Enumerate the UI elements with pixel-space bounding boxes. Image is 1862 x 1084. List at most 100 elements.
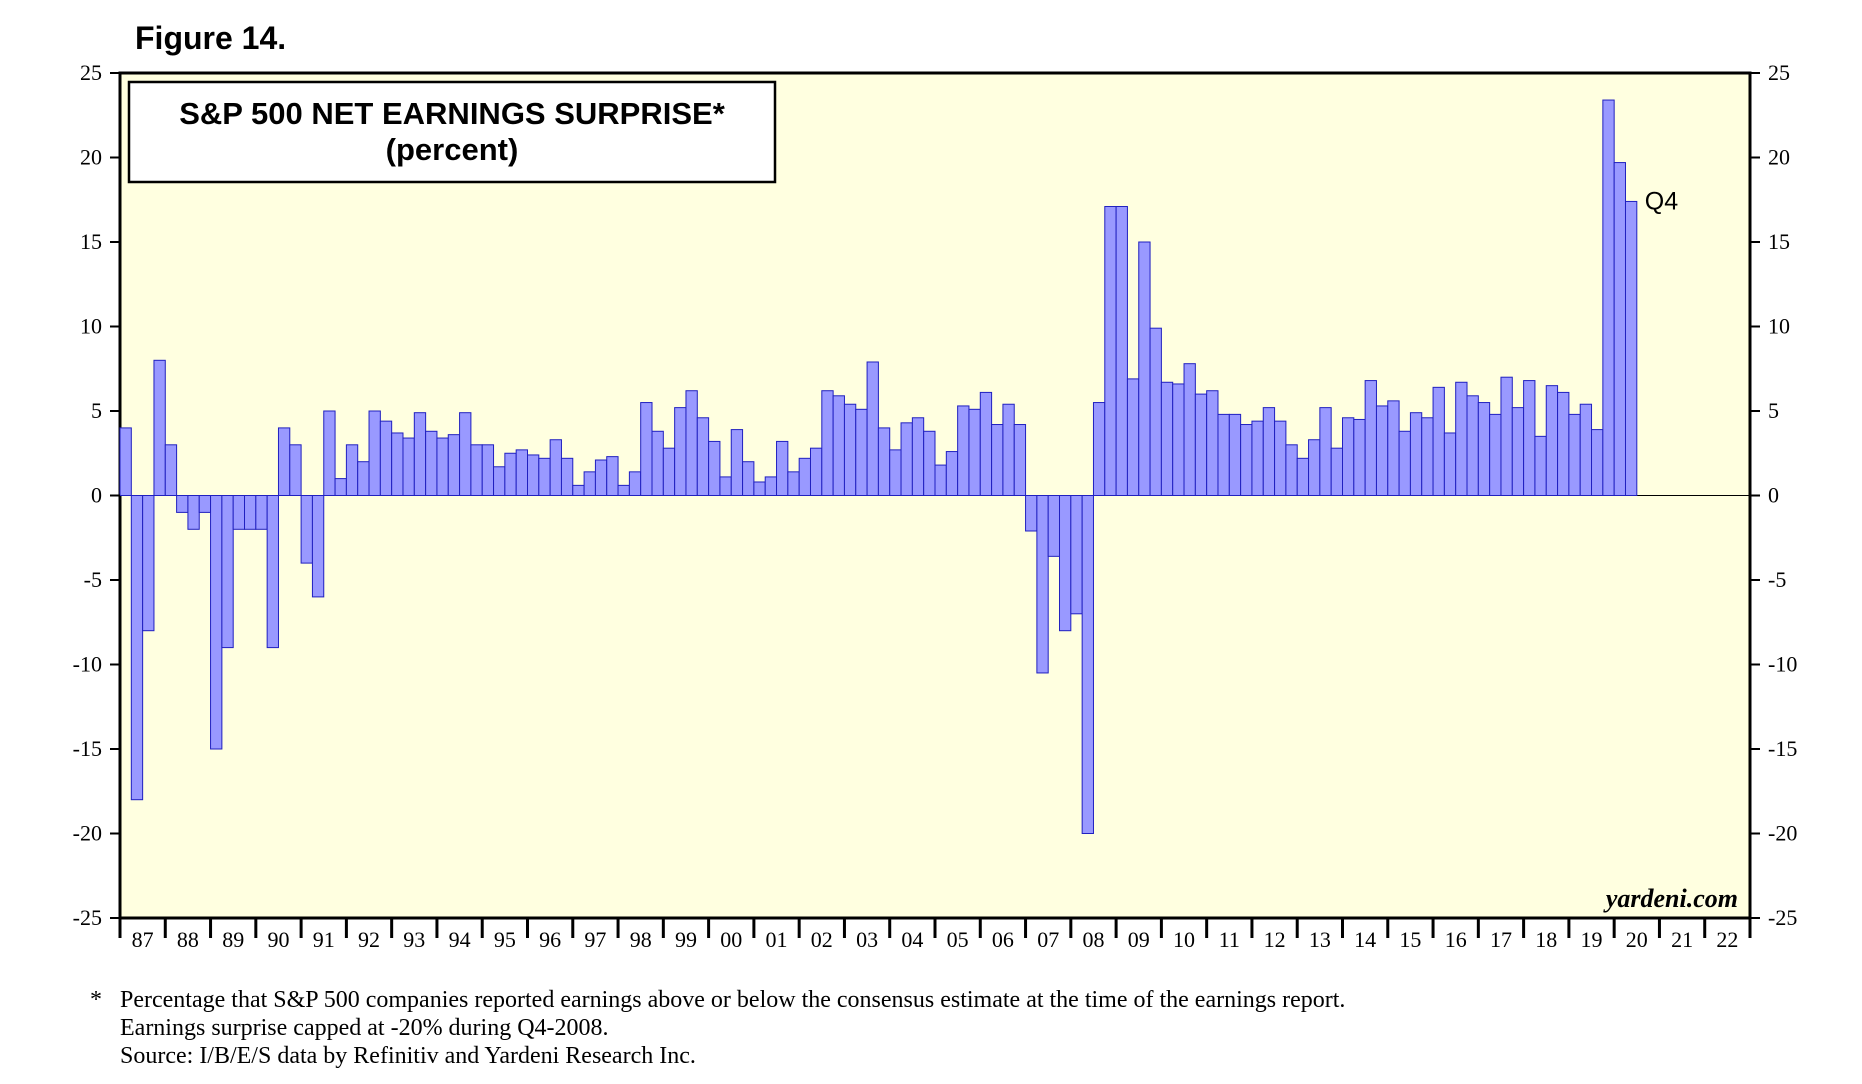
x-tick-label: 22 bbox=[1716, 927, 1738, 952]
x-tick-label: 21 bbox=[1671, 927, 1693, 952]
bar bbox=[1353, 418, 1366, 497]
footnote-line-3: Source: I/B/E/S data by Refinitiv and Ya… bbox=[120, 1043, 696, 1069]
y-tick-label-left: -20 bbox=[73, 821, 102, 846]
bar bbox=[1375, 405, 1389, 496]
bar bbox=[719, 476, 732, 497]
x-tick-label: 93 bbox=[403, 927, 425, 952]
bar bbox=[662, 447, 676, 496]
bar bbox=[142, 495, 155, 632]
bar bbox=[1160, 381, 1174, 496]
bar bbox=[198, 495, 212, 513]
bar bbox=[787, 471, 800, 496]
bar bbox=[1126, 378, 1140, 497]
bar bbox=[1477, 402, 1491, 496]
y-tick-label-right: 10 bbox=[1768, 314, 1790, 339]
chart-subtitle: (percent) bbox=[386, 132, 519, 167]
bar bbox=[821, 390, 834, 496]
bar bbox=[832, 395, 845, 497]
bar bbox=[1432, 386, 1445, 496]
bar bbox=[753, 481, 766, 497]
x-tick-label: 95 bbox=[494, 927, 516, 952]
y-tick-label-left: -5 bbox=[84, 567, 102, 592]
bar bbox=[1421, 417, 1434, 497]
bar bbox=[1285, 444, 1298, 496]
bar bbox=[628, 471, 642, 496]
bar bbox=[843, 403, 857, 496]
x-tick-label: 90 bbox=[267, 927, 289, 952]
bar bbox=[1002, 403, 1015, 496]
bar bbox=[176, 495, 189, 513]
bar bbox=[1183, 363, 1196, 496]
bar bbox=[447, 434, 461, 497]
bar bbox=[1138, 241, 1151, 496]
bar bbox=[708, 440, 721, 497]
bar bbox=[391, 432, 404, 496]
bar bbox=[1251, 420, 1264, 497]
bar bbox=[1319, 407, 1332, 496]
bar bbox=[277, 427, 291, 496]
footnote: * Percentage that S&P 500 companies repo… bbox=[90, 986, 1790, 1070]
bar bbox=[1387, 400, 1400, 496]
bar bbox=[436, 437, 449, 497]
bar bbox=[1296, 457, 1310, 497]
bar bbox=[617, 484, 630, 496]
bar bbox=[311, 495, 325, 598]
x-tick-label: 92 bbox=[358, 927, 380, 952]
x-tick-label: 96 bbox=[539, 927, 561, 952]
x-tick-label: 99 bbox=[675, 927, 697, 952]
bar bbox=[1115, 206, 1128, 496]
bar bbox=[1036, 495, 1049, 674]
bar bbox=[300, 495, 313, 564]
bar bbox=[1081, 495, 1094, 834]
bar bbox=[1308, 439, 1321, 497]
bar bbox=[934, 464, 947, 496]
bar bbox=[606, 456, 619, 497]
bar bbox=[742, 461, 755, 497]
bar bbox=[1104, 206, 1117, 496]
bar bbox=[493, 466, 506, 496]
bar bbox=[889, 449, 902, 496]
y-tick-label-left: 15 bbox=[80, 229, 102, 254]
bar bbox=[232, 495, 246, 530]
bar bbox=[130, 495, 144, 801]
bar bbox=[1398, 430, 1411, 496]
bar bbox=[1466, 395, 1479, 497]
y-tick-label-left: -25 bbox=[73, 905, 102, 930]
bar bbox=[413, 412, 427, 496]
y-tick-label-right: 5 bbox=[1768, 398, 1779, 423]
bar bbox=[1274, 420, 1287, 497]
x-tick-label: 17 bbox=[1490, 927, 1512, 952]
bar bbox=[923, 430, 936, 496]
y-tick-label-left: -15 bbox=[73, 736, 102, 761]
bar bbox=[1025, 495, 1038, 532]
x-tick-label: 06 bbox=[992, 927, 1014, 952]
bar bbox=[1568, 413, 1581, 497]
bar bbox=[515, 449, 528, 496]
bar bbox=[798, 457, 811, 497]
bar bbox=[1228, 413, 1242, 497]
bar bbox=[334, 478, 347, 497]
x-tick-label: 94 bbox=[449, 927, 471, 952]
y-tick-label-right: 0 bbox=[1768, 483, 1779, 508]
bar bbox=[1342, 417, 1355, 497]
bar bbox=[210, 495, 223, 750]
bar bbox=[402, 437, 415, 497]
bar bbox=[1059, 495, 1072, 632]
x-tick-label: 18 bbox=[1535, 927, 1557, 952]
bar bbox=[685, 390, 698, 496]
chart-title: S&P 500 NET EARNINGS SURPRISE* bbox=[179, 96, 725, 131]
bar bbox=[1602, 99, 1615, 496]
bar bbox=[255, 495, 268, 530]
x-tick-label: 00 bbox=[720, 927, 742, 952]
x-tick-label: 10 bbox=[1173, 927, 1195, 952]
bar bbox=[900, 422, 913, 496]
bar bbox=[289, 444, 302, 496]
bar bbox=[368, 410, 381, 496]
bar bbox=[1489, 413, 1502, 497]
bar bbox=[1557, 391, 1570, 496]
x-tick-label: 97 bbox=[584, 927, 606, 952]
bar bbox=[651, 430, 664, 496]
x-tick-label: 01 bbox=[766, 927, 788, 952]
bar bbox=[119, 427, 132, 496]
